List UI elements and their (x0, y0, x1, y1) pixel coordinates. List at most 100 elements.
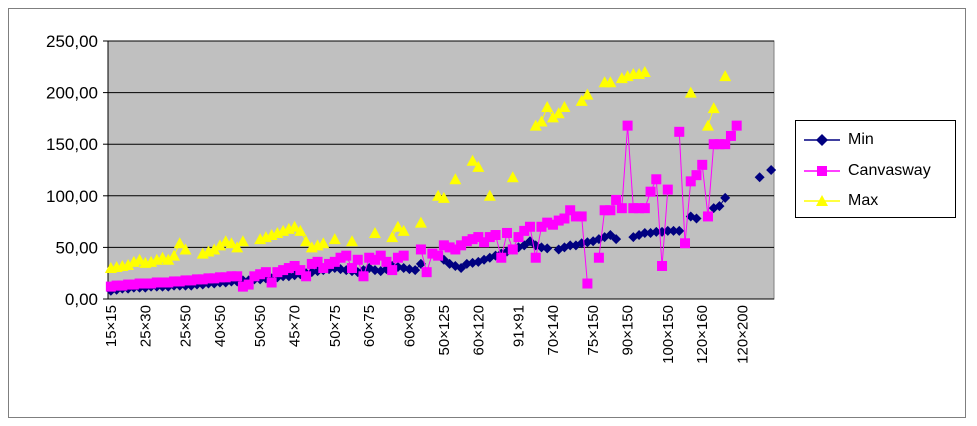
data-point-min (651, 226, 662, 237)
data-point-canvasway (392, 252, 403, 263)
y-tick-label: 250,00 (46, 32, 98, 51)
data-point-canvasway (203, 273, 214, 284)
data-point-canvasway (191, 274, 202, 285)
data-point-min (415, 258, 426, 269)
data-point-canvasway (565, 205, 576, 216)
x-tick-label: 120×200 (734, 305, 751, 364)
data-point-canvasway (375, 250, 386, 261)
data-point-canvasway (169, 276, 180, 287)
data-point-canvasway (725, 130, 736, 141)
data-point-max (346, 235, 359, 247)
data-point-max (483, 189, 496, 201)
legend-swatch-canvasway (804, 166, 840, 176)
data-point-canvasway (398, 250, 409, 261)
data-point-canvasway (341, 250, 352, 261)
data-point-max (294, 224, 307, 236)
x-tick-label: 60×90 (401, 305, 418, 347)
data-point-max (213, 239, 226, 251)
data-point-canvasway (490, 230, 501, 241)
data-point-max (437, 191, 450, 203)
data-point-max (162, 253, 175, 265)
data-point-max (208, 243, 221, 255)
data-point-canvasway (427, 248, 438, 259)
data-point-max (231, 241, 244, 253)
x-tick-label: 50×75 (327, 305, 344, 347)
data-point-max (558, 101, 571, 113)
data-point-min (542, 243, 553, 254)
data-point-canvasway (197, 274, 208, 285)
data-point-canvasway (691, 170, 702, 181)
x-tick-label: 60×120 (470, 305, 487, 355)
data-point-max (225, 237, 238, 249)
data-point-canvasway (347, 263, 358, 274)
data-point-min (720, 192, 731, 203)
data-point-canvasway (616, 203, 627, 214)
x-tick-label: 45×70 (287, 305, 304, 347)
data-point-canvasway (599, 205, 610, 216)
x-tick-label: 50×125 (436, 305, 453, 355)
data-point-canvasway (714, 139, 725, 150)
data-point-max (122, 258, 135, 270)
data-point-max (684, 86, 697, 98)
series-line-segment (655, 179, 663, 267)
data-point-canvasway (283, 263, 294, 274)
data-point-canvasway (524, 221, 535, 232)
data-point-canvasway (232, 271, 243, 282)
data-point-max (472, 160, 485, 172)
data-point-canvasway (174, 276, 185, 287)
data-point-max (328, 233, 341, 245)
data-point-canvasway (151, 277, 162, 288)
y-tick-label: 0,00 (65, 290, 98, 309)
data-point-canvasway (559, 213, 570, 224)
series-max (104, 65, 732, 274)
data-point-max (449, 173, 462, 185)
series-line-segment (701, 164, 709, 217)
data-point-canvasway (186, 275, 197, 286)
data-point-min (502, 246, 513, 257)
series-line-segment (627, 125, 634, 209)
data-point-canvasway (519, 225, 530, 236)
legend: Min Canvasway Max (795, 120, 956, 218)
data-point-canvasway (123, 279, 134, 290)
x-tick-label: 91×91 (511, 305, 528, 347)
data-point-canvasway (467, 234, 478, 245)
data-point-min (674, 225, 685, 236)
data-point-canvasway (628, 203, 639, 214)
data-point-canvasway (352, 254, 363, 265)
data-point-max (414, 216, 427, 228)
data-point-canvasway (708, 139, 719, 150)
x-tick-label: 50×50 (252, 305, 269, 347)
y-tick-label: 150,00 (46, 135, 98, 154)
data-point-canvasway (335, 252, 346, 263)
data-point-canvasway (180, 275, 191, 286)
data-point-canvasway (324, 258, 335, 269)
data-point-canvasway (387, 265, 398, 276)
series-line-segment (581, 216, 588, 284)
series-line-segment (684, 181, 692, 244)
data-point-canvasway (381, 256, 392, 267)
data-point-max (719, 70, 732, 82)
series-line-segment (621, 125, 629, 209)
data-point-canvasway (622, 120, 633, 131)
data-point-canvasway (111, 280, 122, 291)
data-point-canvasway (605, 205, 616, 216)
data-point-canvasway (507, 244, 518, 255)
data-point-canvasway (542, 217, 553, 228)
x-tick-label: 15×15 (103, 305, 120, 347)
data-point-canvasway (593, 252, 604, 263)
data-point-min (639, 227, 650, 238)
data-point-canvasway (634, 203, 645, 214)
y-tick-label: 200,00 (46, 84, 98, 103)
data-point-min (565, 240, 576, 251)
x-tick-label: 60×75 (361, 305, 378, 347)
data-point-canvasway (479, 237, 490, 248)
data-point-canvasway (260, 267, 271, 278)
data-point-max (386, 231, 399, 243)
data-point-max (546, 111, 559, 123)
legend-label-canvasway: Canvasway (848, 162, 931, 179)
data-point-canvasway (117, 280, 128, 291)
data-point-canvasway (438, 240, 449, 251)
series-canvasway (105, 120, 742, 292)
series-line-segment (707, 144, 715, 217)
